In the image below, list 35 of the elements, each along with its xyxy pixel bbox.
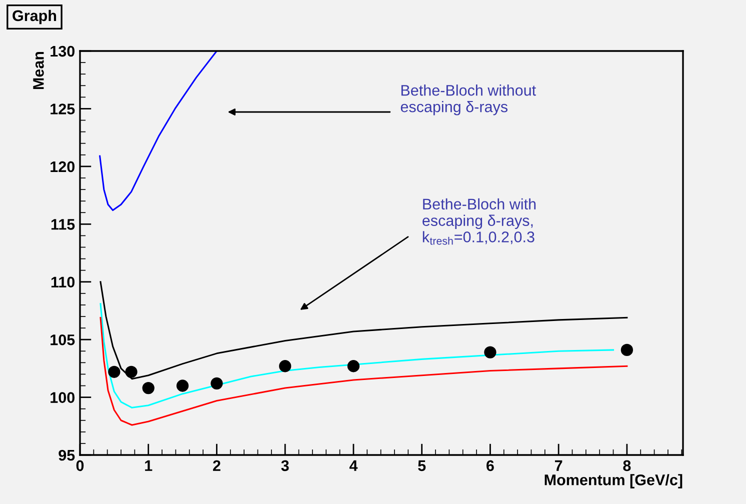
y-tick-label: 130 xyxy=(50,46,75,57)
point xyxy=(176,380,189,392)
y-tick-label: 120 xyxy=(50,161,75,172)
y-tick-label: 115 xyxy=(51,219,75,230)
y-axis-title: Mean xyxy=(33,52,44,90)
point xyxy=(484,346,496,358)
line-series xyxy=(99,51,218,212)
x-tick-label: 5 xyxy=(418,460,426,472)
annotation: Bethe-Bloch with escaping δ-rays, k$_{tresh}$=0.1,0.2,0.3 xyxy=(422,198,536,245)
x-tick-label: 8 xyxy=(623,460,631,472)
x-tick-label: 7 xyxy=(554,460,562,471)
y-tick-label: 95 xyxy=(58,450,75,461)
point xyxy=(125,366,138,378)
line-series xyxy=(100,303,614,408)
point xyxy=(279,360,292,372)
y-tick-label: 100 xyxy=(50,392,75,403)
y-tick-label: 110 xyxy=(51,276,75,288)
y-tick-label: 105 xyxy=(50,334,75,346)
x-tick-label: 6 xyxy=(486,460,494,472)
chart-title: Graph xyxy=(12,10,56,24)
x-tick-label: 4 xyxy=(349,460,358,471)
x-tick-label: 1 xyxy=(145,460,152,471)
x-tick-label: 2 xyxy=(213,460,220,471)
point xyxy=(347,360,360,372)
line-series xyxy=(100,281,628,380)
point xyxy=(142,382,154,394)
annotation: Bethe-Bloch without escaping δ-rays xyxy=(400,84,536,116)
line-series xyxy=(100,316,628,426)
x-tick-label: 3 xyxy=(281,460,289,472)
point xyxy=(108,366,120,378)
point xyxy=(620,344,634,356)
y-tick-label: 125 xyxy=(50,104,75,114)
point xyxy=(210,377,223,390)
x-axis-title: Momentum [GeV/c] xyxy=(544,474,682,488)
x-tick-label: 0 xyxy=(76,460,84,472)
